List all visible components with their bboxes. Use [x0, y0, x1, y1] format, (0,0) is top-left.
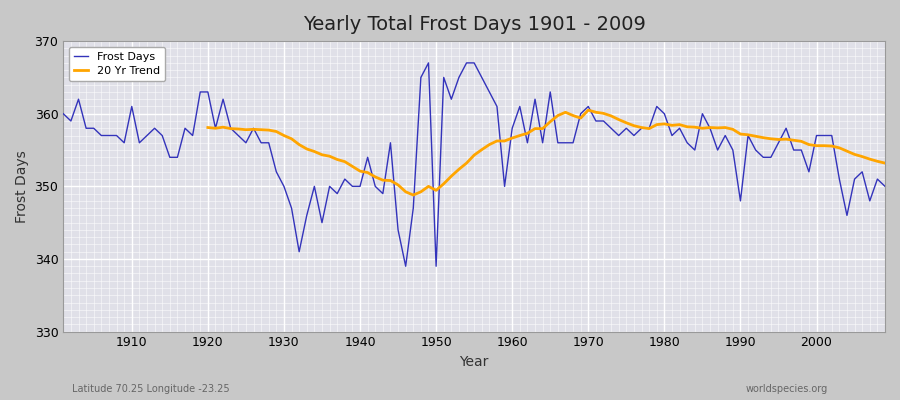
Frost Days: [332, 191, 343, 196]
Frost Days: [522, 140, 533, 145]
20 Yr Trend: [689, 125, 700, 130]
20 Yr Trend: [780, 137, 791, 142]
Text: Latitude 70.25 Longitude -23.25: Latitude 70.25 Longitude -23.25: [72, 384, 230, 394]
Frost Days: [400, 264, 411, 269]
X-axis label: Year: Year: [460, 355, 489, 369]
Y-axis label: Frost Days: Frost Days: [15, 150, 29, 223]
20 Yr Trend: [583, 108, 594, 112]
20 Yr Trend: [293, 142, 304, 147]
Frost Days: [515, 104, 526, 109]
Title: Yearly Total Frost Days 1901 - 2009: Yearly Total Frost Days 1901 - 2009: [302, 15, 645, 34]
Frost Days: [119, 140, 130, 145]
20 Yr Trend: [408, 193, 418, 198]
Frost Days: [58, 111, 68, 116]
20 Yr Trend: [796, 139, 806, 144]
Frost Days: [879, 184, 890, 189]
Line: Frost Days: Frost Days: [63, 63, 885, 266]
Legend: Frost Days, 20 Yr Trend: Frost Days, 20 Yr Trend: [68, 47, 166, 81]
Text: worldspecies.org: worldspecies.org: [746, 384, 828, 394]
Frost Days: [423, 60, 434, 65]
Frost Days: [286, 206, 297, 210]
20 Yr Trend: [202, 125, 213, 130]
20 Yr Trend: [879, 161, 890, 166]
Line: 20 Yr Trend: 20 Yr Trend: [208, 110, 885, 195]
20 Yr Trend: [864, 157, 875, 162]
Frost Days: [613, 133, 624, 138]
20 Yr Trend: [416, 189, 427, 194]
